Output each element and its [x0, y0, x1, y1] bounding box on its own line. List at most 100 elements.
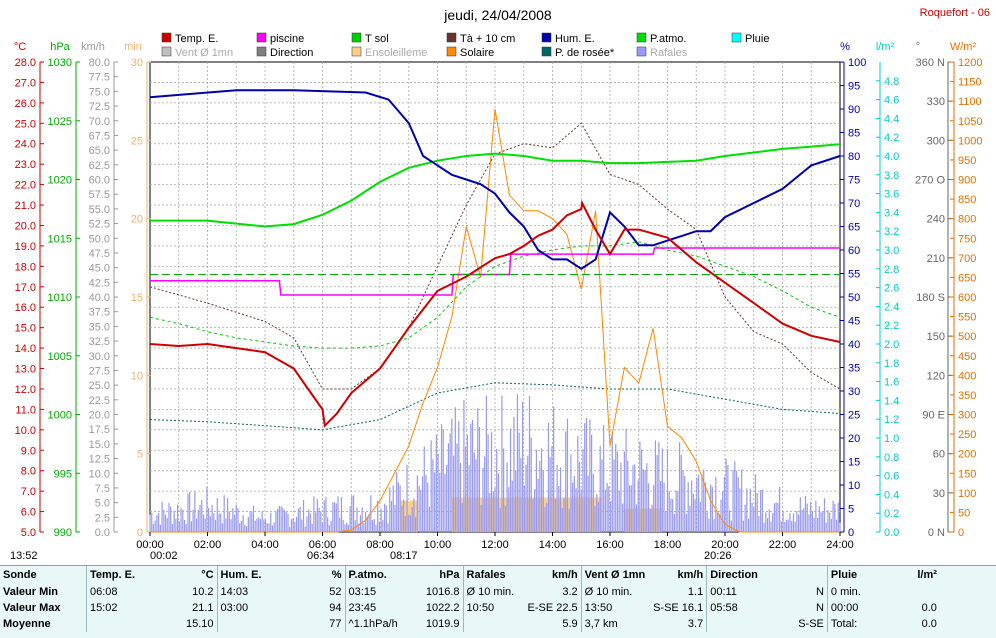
axis-tick-label: 30	[933, 488, 945, 500]
axis-tick-label: 950	[958, 155, 976, 167]
axis-tick-label: 40	[848, 339, 860, 351]
axis-unit-label: W/m²	[950, 41, 977, 53]
legend-label: Ensoleilleme	[365, 47, 427, 59]
axis-tick-label: 2.6	[884, 283, 899, 295]
series-line-p-atmo-	[150, 143, 841, 228]
axis-tick-label: 1025	[48, 116, 72, 128]
axis-tick-label: 45	[848, 316, 860, 328]
axis-tick-label: 30	[131, 57, 143, 69]
axis-tick-label: 0.8	[884, 452, 899, 464]
axis-tick-label: 75	[848, 175, 860, 187]
axis-tick-label: 3.8	[884, 170, 899, 182]
axis-tick-label: 90 E	[922, 410, 945, 422]
axis-tick-label: 120	[927, 370, 945, 382]
axis-tick-label: 7.0	[21, 486, 36, 498]
legend-swatch	[636, 46, 647, 57]
axis-tick-label: 8.0	[21, 466, 36, 478]
axis-tick-label: 25.0	[15, 118, 36, 130]
row-label: Valeur Min	[3, 586, 59, 598]
row-label: Valeur Max	[3, 602, 61, 614]
patmo-time: 03:15	[344, 584, 412, 600]
axis-tick-label: 0	[137, 527, 143, 539]
axis-tick-label: 300	[927, 135, 945, 147]
x-tick-label: 00:00	[136, 539, 164, 550]
legend-label: Temp. E.	[175, 33, 218, 45]
axis-tick-label: 240	[927, 214, 945, 226]
axis-tick-label: 28.0	[15, 57, 36, 69]
axis-tick-label: 5	[137, 449, 143, 461]
axis-tick-label: 210	[927, 253, 945, 265]
axis-tick-label: 14.0	[15, 343, 36, 355]
axis-tick-label: 0.0	[884, 527, 899, 539]
axis-tick-label: 0.6	[884, 471, 899, 483]
axis-tick-label: 13.0	[15, 364, 36, 376]
axis-tick-label: 15	[131, 292, 143, 304]
axis-tick-label: 350	[958, 390, 976, 402]
x-tick-label: 22:00	[769, 539, 797, 550]
x-tick-label: 12:00	[481, 539, 509, 550]
axis-tick-label: 4.6	[884, 95, 899, 107]
legend-label: Tà + 10 cm	[460, 33, 515, 45]
axis-tick-label: 650	[958, 272, 976, 284]
x-tick-label: 20:00	[711, 539, 739, 550]
hdr-vent: Vent Ø 1mn	[580, 566, 649, 584]
axis-unit-label: min	[124, 41, 142, 53]
summary-row-max: Valeur Max 15:02 21.1 03:00 94 23:45 102…	[0, 600, 940, 616]
legend-label: Vent Ø 1mn	[175, 47, 233, 59]
axis-tick-label: 150	[958, 468, 976, 480]
axis-tick-label: 500	[958, 331, 976, 343]
axis-tick-label: 57.5	[89, 189, 110, 201]
axis-tick-label: 1.2	[884, 414, 899, 426]
pluie-time: Total:	[826, 616, 889, 632]
axis-unit-label: km/h	[81, 41, 105, 53]
legend-swatch	[256, 46, 267, 57]
sunrise-time: 06:34	[307, 550, 335, 562]
axis-tick-label: 0.0	[95, 527, 110, 539]
axis-tick-label: 2.8	[884, 264, 899, 276]
vent-value: 1.1	[687, 586, 704, 598]
axis-tick-label: 20	[131, 214, 143, 226]
series-line-hum-e-	[149, 89, 841, 270]
axis-tick-label: 10	[131, 370, 143, 382]
axis-tick-label: 18.0	[15, 261, 36, 273]
axis-tick-label: 50	[848, 292, 860, 304]
chart-title: jeudi, 24/04/2008	[443, 7, 552, 23]
legend-label: Pluie	[745, 33, 769, 45]
axis-tick-label: 2.0	[884, 339, 899, 351]
axis-tick-label: 200	[958, 449, 976, 461]
axis-tick-label: 0.4	[884, 489, 899, 501]
axis-tick-label: 995	[54, 468, 72, 480]
axis-tick-label: 65	[848, 222, 860, 234]
axis-tick-label: 4.4	[884, 113, 899, 125]
legend-swatch	[636, 32, 647, 43]
axis-tick-label: 62.5	[89, 160, 110, 172]
axis-unit-label: hPa	[50, 41, 70, 53]
axis-tick-label: 4.0	[884, 151, 899, 163]
axis-tick-label: 17.0	[15, 282, 36, 294]
legend-swatch	[161, 46, 172, 57]
axis-tick-label: 75.0	[89, 86, 110, 98]
direction-time	[706, 616, 761, 632]
summary-row-avg: Moyenne 15.10 77 ^1.1hPa/h 1019.9 5.9 3,…	[0, 616, 940, 632]
axis-tick-label: 4.2	[884, 132, 899, 144]
legend-swatch	[541, 46, 552, 57]
hdr-pluie: Pluie	[826, 566, 889, 584]
axis-tick-label: 550	[958, 312, 976, 324]
temp-value: 21.1	[192, 602, 214, 614]
axis-tick-label: 15.0	[89, 439, 110, 451]
axis-tick-label: 85	[848, 128, 860, 140]
direction-time: 00:11	[706, 584, 761, 600]
row-label: Moyenne	[3, 618, 51, 630]
axis-tick-label: 3.2	[884, 226, 899, 238]
vent-value: 3.7	[687, 618, 704, 630]
axis-tick-label: 12.5	[89, 454, 110, 466]
summary-panel: Sonde Temp. E. °C Hum. E. % P.atmo. hPa …	[0, 565, 996, 638]
direction-value: N	[815, 586, 824, 598]
axis-tick-label: 20.0	[89, 410, 110, 422]
axis-tick-label: 850	[958, 194, 976, 206]
axis-tick-label: 9.0	[21, 445, 36, 457]
rafales-time: Ø 10 min.	[462, 584, 525, 600]
axis-tick-label: 16.0	[15, 302, 36, 314]
axis-tick-label: 1015	[48, 233, 72, 245]
summary-header-row: Sonde Temp. E. °C Hum. E. % P.atmo. hPa …	[0, 566, 940, 584]
